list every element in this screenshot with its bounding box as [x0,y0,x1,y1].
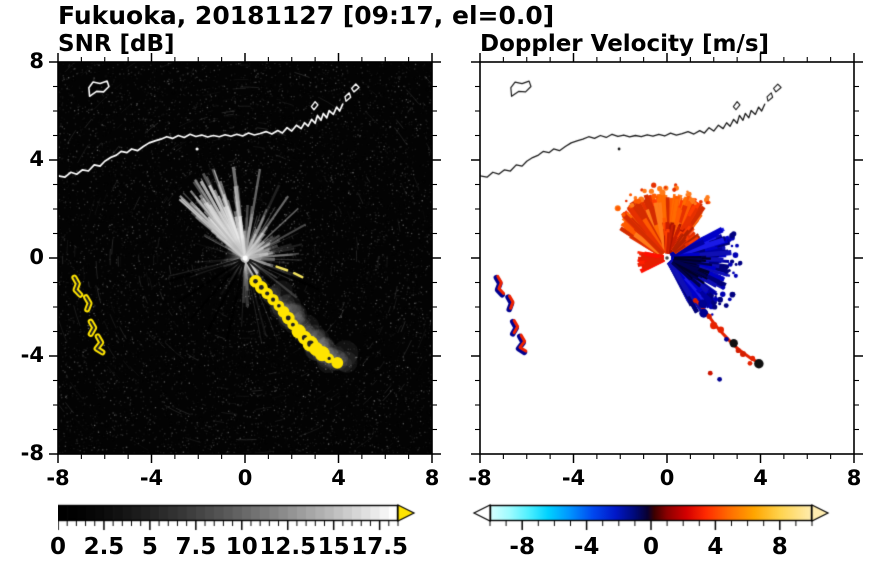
snr-colorbar-label: 7.5 [175,534,217,560]
vel-colorbar-label: 4 [707,534,724,560]
vel-xtick-label: -4 [561,466,586,490]
snr-ytick-label: 8 [29,49,44,73]
vel-colorbar-label: 0 [642,534,660,560]
figure-title: Fukuoka, 20181127 [09:17, el=0.0] [58,1,555,30]
snr-colorbar-label: 2.5 [83,534,125,560]
velocity-colorbar [470,503,842,533]
snr-colorbar-label: 15 [317,534,350,560]
snr-xtick-label: 0 [237,466,253,490]
velocity-ppi-image [480,62,854,454]
vel-xtick-label: 4 [753,466,768,490]
snr-ytick-label: 0 [29,245,44,269]
snr-xtick-label: 4 [331,466,346,490]
vel-panel-title: Doppler Velocity [m/s] [480,31,770,57]
snr-colorbar-label: 10 [225,534,258,560]
snr-ytick-label: -8 [20,441,44,465]
vel-colorbar-label: -8 [509,534,535,560]
snr-colorbar [58,503,418,533]
snr-xtick-label: 8 [424,466,440,490]
snr-colorbar-label: 17.5 [351,534,408,560]
snr-colorbar-label: 5 [141,534,158,560]
vel-xtick-label: 0 [659,466,675,490]
vel-xtick-label: -8 [468,466,492,490]
vel-colorbar-label: 8 [771,534,788,560]
snr-colorbar-label: 0 [49,534,67,560]
snr-xtick-label: -4 [139,466,164,490]
snr-colorbar-label: 12.5 [259,534,317,560]
snr-ppi-image [58,62,432,454]
snr-xtick-label: -8 [46,466,70,490]
snr-ytick-label: 4 [29,147,44,171]
vel-xtick-label: 8 [846,466,862,490]
snr-ytick-label: -4 [20,343,44,367]
snr-panel-title: SNR [dB] [58,31,175,57]
vel-colorbar-label: -4 [573,534,600,560]
